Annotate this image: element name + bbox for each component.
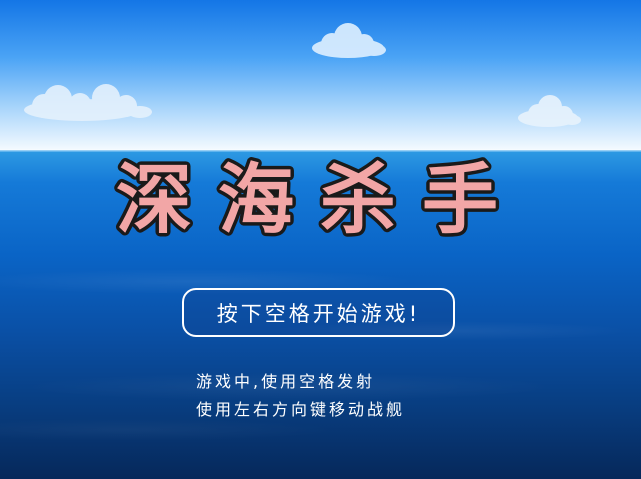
cloud-icon <box>312 23 386 58</box>
horizon-line <box>0 149 641 152</box>
title-layer: 深海杀手 <box>113 152 524 248</box>
instruction-fire: 游戏中,使用空格发射 <box>196 372 376 391</box>
sea-background <box>0 150 641 479</box>
start-game-label: 按下空格开始游戏! <box>216 301 421 326</box>
cloud-icon <box>518 95 581 127</box>
cloud-icon <box>24 84 152 121</box>
start-game-button[interactable]: 按下空格开始游戏! <box>182 288 455 337</box>
instruction-move: 使用左右方向键移动战舰 <box>196 400 406 419</box>
instructions-panel: 游戏中,使用空格发射 使用左右方向键移动战舰 <box>196 368 405 424</box>
game-title: 深海杀手 <box>116 155 524 244</box>
